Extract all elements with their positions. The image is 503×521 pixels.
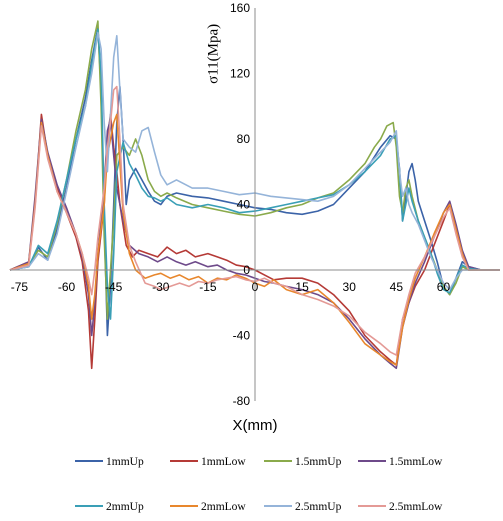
y-tick-label: -80 <box>233 394 251 408</box>
series-line-3 <box>9 118 500 370</box>
legend-label-3: 1.5mmLow <box>389 456 443 468</box>
x-tick-label: 0 <box>252 280 259 294</box>
x-tick-label: 15 <box>295 280 309 294</box>
y-axis-label: σ11(Mpa) <box>205 24 221 84</box>
x-tick-label: 60 <box>437 280 451 294</box>
x-tick-labels: -75 -60 -45 -30 -15 0 15 30 45 60 <box>11 280 451 294</box>
legend-label-0: 1mmUp <box>106 456 144 468</box>
x-axis-label: X(mm) <box>233 417 278 434</box>
y-tick-label: 80 <box>237 132 251 146</box>
y-tick-label: 0 <box>243 263 250 277</box>
y-tick-label: 40 <box>237 198 251 212</box>
y-tick-label: -40 <box>233 329 251 343</box>
legend-label-2: 1.5mmUp <box>295 456 342 468</box>
x-tick-label: -60 <box>58 280 76 294</box>
legend-label-5: 2mmLow <box>201 501 246 513</box>
legend-label-7: 2.5mmLow <box>389 501 443 513</box>
x-tick-label: -30 <box>152 280 170 294</box>
y-tick-labels: 160 120 80 40 0 -40 -80 <box>230 1 250 408</box>
x-tick-label: -45 <box>105 280 123 294</box>
legend-label-4: 2mmUp <box>106 501 144 513</box>
legend-label-6: 2.5mmUp <box>295 501 342 513</box>
y-tick-label: 160 <box>230 1 250 15</box>
y-tick-label: 120 <box>230 67 250 81</box>
x-tick-label: 45 <box>390 280 404 294</box>
legend: 1mmUp 1mmLow 1.5mmUp 1.5mmLow 2mmUp 2mmLow 2.5… <box>75 456 443 513</box>
legend-label-1: 1mmLow <box>201 456 246 468</box>
x-tick-label: 30 <box>343 280 357 294</box>
x-tick-label: -75 <box>11 280 29 294</box>
series-line-7 <box>9 85 500 356</box>
series-lines <box>9 20 500 370</box>
x-tick-label: -15 <box>199 280 217 294</box>
series-line-5 <box>9 113 500 366</box>
series-line-6 <box>9 31 500 291</box>
